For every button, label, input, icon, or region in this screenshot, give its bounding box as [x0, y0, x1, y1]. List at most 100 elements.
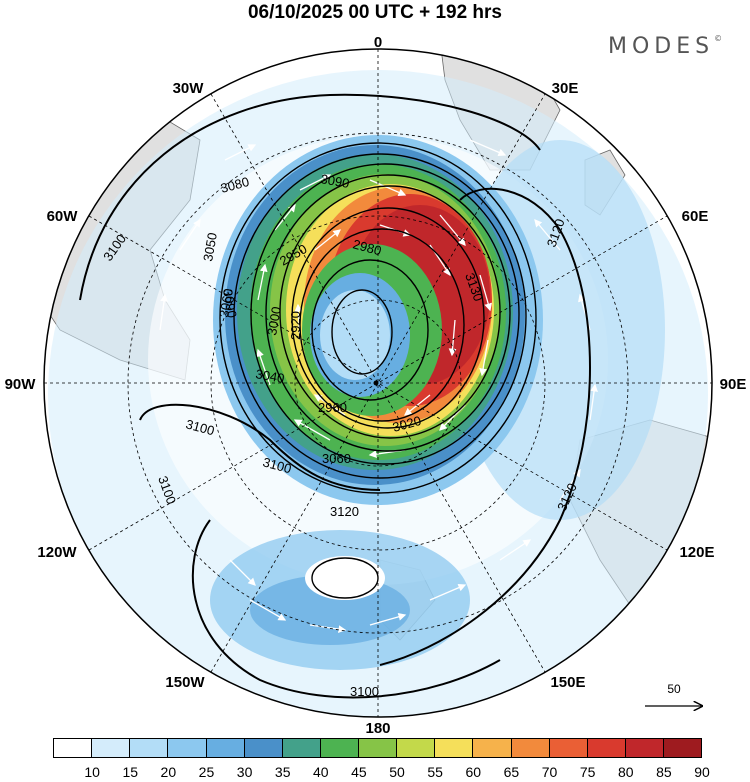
copyright-mark: ©: [714, 34, 723, 43]
colorbar-tick-label: 40: [313, 764, 329, 780]
lon-label-120w: 120W: [37, 544, 77, 561]
lon-label-90w: 90W: [5, 376, 37, 393]
map-title: 06/10/2025 00 UTC + 192 hrs: [247, 2, 503, 23]
colorbar-box: [167, 738, 207, 758]
contour-label: 3060: [322, 451, 351, 466]
colorbar-box: [586, 738, 626, 758]
contour-label: 3000: [264, 305, 284, 336]
vector-9: [256, 348, 271, 386]
lon-label-150w: 150W: [165, 674, 205, 691]
contour-3000: [265, 174, 511, 452]
map-border: [43, 48, 713, 718]
colorbar-box: [205, 738, 245, 758]
contour-label: 3040: [254, 366, 285, 386]
vector-14: [403, 394, 431, 416]
colorbar-tick-label: 20: [160, 764, 177, 780]
vector-31: [469, 139, 507, 157]
vector-27: [534, 219, 561, 251]
contour-3100-outer: [79, 93, 541, 301]
vector-8: [293, 419, 331, 441]
colorbar-tick-label: 65: [503, 764, 520, 780]
contour-label: 3100: [261, 454, 293, 476]
vector-21: [369, 613, 407, 626]
south-pole-dot: [373, 380, 379, 386]
vector-25: [589, 383, 598, 421]
vector-20: [309, 624, 347, 633]
colorbar-tick-label: 15: [122, 764, 139, 780]
lon-label-60w: 60W: [47, 208, 79, 225]
vector-10: [257, 263, 268, 301]
colorbar-tick-label: 70: [541, 764, 558, 780]
colorbar-tick-label: 60: [465, 764, 482, 780]
colorbar-box: [548, 738, 588, 758]
vector-2: [369, 179, 407, 197]
colorbar-tick-label: 80: [617, 764, 634, 780]
contour-2920: [311, 259, 429, 401]
colorbar-tick-label: 35: [274, 764, 291, 780]
vector-22: [429, 583, 467, 601]
lon-label-120e: 120E: [679, 544, 714, 561]
colorbar-box: [358, 738, 398, 758]
contour-label: 3050: [200, 231, 220, 262]
colorbar-tick-label: 75: [579, 764, 596, 780]
vector-1: [299, 174, 332, 191]
contour-label: 2980: [351, 236, 383, 258]
colorbar: [53, 738, 703, 758]
contour-label: 3090: [319, 171, 350, 191]
colorbar-box: [319, 738, 359, 758]
vector-5: [479, 339, 489, 377]
lon-label-180: 180: [365, 720, 390, 737]
contour-inner: [331, 289, 393, 375]
colorbar-box: [434, 738, 474, 758]
colorbar-tick-label: 90: [694, 764, 710, 780]
colorbar-box: [91, 738, 131, 758]
height-contours: [79, 93, 591, 699]
vector-29: [159, 293, 168, 331]
lon-label-90e: 90E: [720, 376, 747, 393]
colorbar-box: [472, 738, 512, 758]
contour-label: 2960: [318, 400, 347, 415]
colorbar-box: [281, 738, 321, 758]
colorbar-box: [129, 738, 169, 758]
vector-30: [229, 559, 256, 586]
reference-vector: 50: [645, 682, 702, 706]
colorbar-tick-label: 45: [351, 764, 367, 780]
map-disc: [44, 49, 712, 717]
colorbar-tick-label: 85: [656, 764, 672, 780]
contour-label-group: 3080 3090 3100 3050 3090 3060 2980 2950 …: [100, 171, 580, 699]
contour-label: 3090: [220, 288, 240, 319]
lon-label-30w: 30W: [173, 80, 205, 97]
vector-17: [314, 229, 342, 251]
vector-4: [479, 274, 492, 312]
vector-11: [274, 203, 296, 231]
lon-label-150e: 150E: [550, 674, 585, 691]
contour-3100-west: [139, 403, 381, 491]
vector-13: [448, 319, 457, 357]
contour-3040: [233, 153, 527, 479]
reference-vector-label: 50: [667, 682, 681, 696]
colorbar-tick-label: 10: [84, 764, 100, 780]
vector-28: [179, 218, 201, 251]
contour-3100-south: [191, 519, 501, 699]
contour-label: 3020: [391, 413, 423, 435]
colorbar-tick-label: 55: [427, 764, 443, 780]
contour-label: 3100: [184, 416, 216, 438]
colorbar-box: [53, 738, 93, 758]
colorbar-tick-label: 25: [198, 764, 215, 780]
contour-label: 3080: [219, 174, 251, 196]
vector-32: [224, 144, 257, 161]
shade-pacific-jet-white: [305, 556, 385, 600]
colorbar-labels: 10 15 20 25 30 35 40 45 50 55 60 65 70 75 80 85 90: [54, 764, 709, 780]
contour-label: 2920: [288, 311, 303, 340]
contour-label: 3120: [330, 504, 359, 519]
contour-3020: [250, 163, 520, 465]
brand-logo: MODES©: [608, 34, 722, 59]
graticule: [44, 49, 712, 717]
colorbar-tick-label: 50: [389, 764, 405, 780]
colorbar-box: [510, 738, 550, 758]
vector-19: [249, 599, 287, 621]
colorbar-tick-label: 30: [236, 764, 253, 780]
colorbar-box: [663, 738, 703, 758]
lon-label-0: 0: [374, 34, 382, 51]
